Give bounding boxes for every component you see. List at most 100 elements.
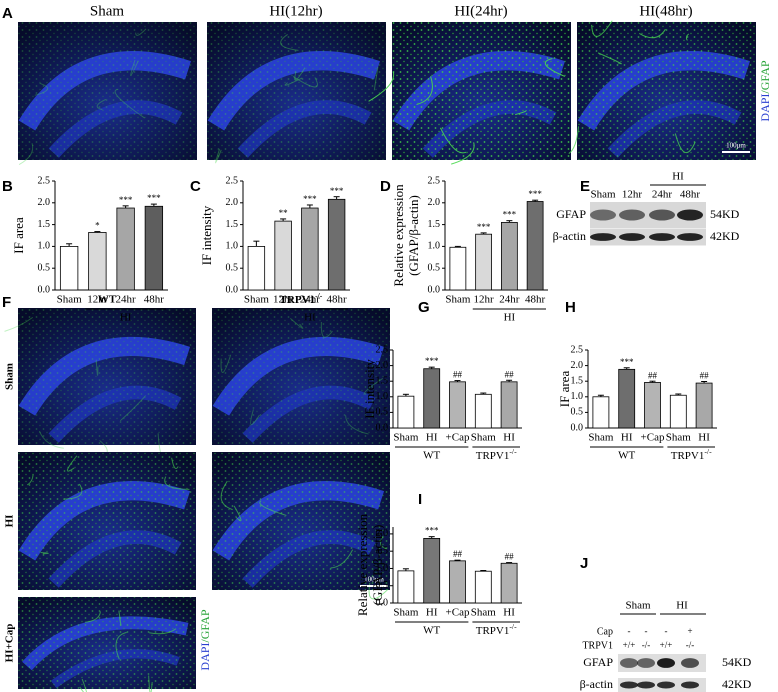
gfap-fiber (292, 75, 318, 88)
x-tick-label: HI (621, 432, 633, 444)
blot-band (620, 658, 638, 668)
condition-mark: -/- (642, 640, 651, 650)
group-label: Sham (625, 600, 651, 612)
gfap-fiber (639, 28, 666, 39)
gfap-fiber (149, 628, 177, 635)
group-label-main: TRPV1 (671, 450, 705, 462)
condition-mark: - (645, 626, 648, 636)
x-tick-label: +Cap (641, 432, 665, 444)
y-tick-label: 2.0 (38, 197, 51, 208)
gfap-fiber (439, 127, 467, 154)
gfap-fiber (4, 316, 34, 332)
panel-label: B (2, 178, 13, 195)
gfap-fiber (215, 149, 222, 164)
size-label: 54KD (722, 655, 752, 669)
significance: ## (700, 371, 710, 381)
group-label: TRPV1-/- (671, 447, 712, 462)
panel-label: G (418, 299, 430, 316)
y-tick-label: 0.0 (428, 284, 441, 295)
blot-band (677, 233, 703, 241)
gfap-fiber (130, 59, 139, 76)
bar (474, 393, 492, 429)
bar (397, 395, 415, 429)
y-tick-label: 2.5 (428, 175, 441, 186)
gfap-fiber (451, 142, 475, 165)
panel-label: F (2, 294, 11, 311)
x-tick-label: Sham (471, 432, 497, 444)
gfap-signal (18, 308, 196, 445)
bar (423, 538, 441, 604)
blot-band (657, 658, 675, 668)
y-tick-label: 1.0 (428, 241, 441, 252)
group-label-sup: -/- (509, 447, 517, 456)
gfap-fiber (591, 20, 613, 37)
y-tick-label: 0.5 (376, 580, 389, 591)
scale-text: 100μm (364, 576, 384, 584)
x-tick-label: Sham (471, 607, 497, 619)
gfap-fiber (66, 455, 78, 472)
group-label: HI (672, 171, 684, 183)
gfap-fiber (363, 378, 384, 395)
y-tick-label: 0.5 (226, 262, 239, 273)
panel-label: E (580, 178, 590, 195)
condition-mark: + (687, 626, 692, 636)
blot-band (619, 233, 645, 241)
significance: ## (505, 552, 515, 562)
group-label: HI (304, 312, 316, 324)
y-axis-label: IF area (11, 217, 26, 254)
significance: *** (620, 357, 634, 367)
significance: *** (477, 222, 491, 232)
group-label-main: TRPV1 (476, 450, 510, 462)
y-tick-label: 1.5 (571, 375, 584, 386)
band-label: GFAP (556, 207, 586, 221)
row-title: HI (4, 515, 16, 528)
y-axis-label: IF intensity (199, 205, 214, 265)
gfap-signal (392, 22, 571, 160)
y-tick-label: 0.0 (571, 422, 584, 433)
condition-mark: -/- (686, 640, 695, 650)
gfap-signal (207, 22, 386, 160)
x-tick-label: +Cap (446, 432, 470, 444)
gfap-fiber (27, 474, 34, 486)
y-tick-label: 2.5 (226, 175, 239, 186)
bar (116, 207, 135, 291)
y-tick-label: 0.0 (376, 422, 389, 433)
bar (449, 560, 466, 604)
gfap-fiber (597, 52, 622, 65)
gfap-fiber (280, 34, 299, 51)
image-title: HI(24hr) (454, 3, 507, 19)
y-tick-label: 2.5 (571, 344, 584, 355)
significance: *** (425, 356, 439, 366)
group-label: WT (618, 450, 635, 462)
bar (644, 382, 661, 429)
significance: ## (648, 370, 658, 380)
x-tick-label: +Cap (446, 607, 470, 619)
gfap-fiber (119, 395, 146, 422)
bar (500, 222, 518, 291)
significance: *** (147, 193, 161, 203)
bar (618, 368, 636, 429)
gfap-signal (18, 22, 197, 160)
gfap-fiber (685, 33, 690, 41)
y-axis-label: Relative expression (355, 513, 370, 616)
blot-band (637, 681, 655, 689)
x-tick-label: 12hr (474, 294, 495, 306)
gfap-fiber (79, 678, 87, 692)
significance: ## (453, 370, 463, 380)
group-label: HI (676, 600, 688, 612)
gfap-fiber (84, 611, 101, 623)
x-tick-label: Sham (445, 294, 471, 306)
x-tick-label: Sham (666, 432, 692, 444)
bar (592, 396, 610, 429)
gfap-fiber (164, 476, 190, 490)
significance: * (95, 221, 100, 231)
gfap-signal (577, 22, 756, 160)
x-tick-label: HI (426, 607, 438, 619)
stain-gfap: /GFAP (198, 609, 212, 642)
gfap-fiber (674, 133, 696, 153)
row-title: Sham (4, 363, 16, 390)
image-title: Sham (90, 3, 125, 19)
group-label: WT (423, 450, 440, 462)
panel-label: C (190, 178, 201, 195)
gfap-fiber (290, 317, 304, 329)
